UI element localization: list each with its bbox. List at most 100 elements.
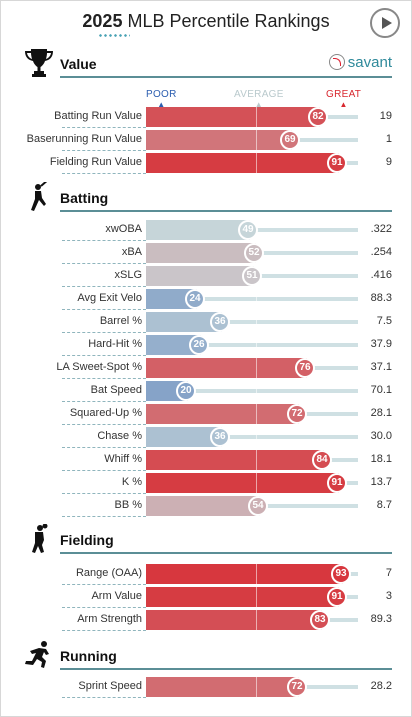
- percentile-badge: 83: [310, 610, 330, 630]
- section-header-running: Running: [22, 640, 392, 670]
- page-title: 2025 MLB Percentile Rankings: [0, 11, 412, 32]
- row-divider: [62, 240, 146, 241]
- metric-row[interactable]: Bat Speed 20 70.1: [0, 380, 412, 402]
- metric-label: Range (OAA): [75, 567, 142, 579]
- average-line: [256, 610, 257, 630]
- metric-value: .322: [370, 223, 392, 235]
- metric-value: 70.1: [370, 384, 392, 396]
- row-divider: [62, 355, 146, 356]
- scale-great-label: GREAT ▲: [326, 89, 361, 109]
- average-line: [256, 289, 257, 309]
- section-label-fielding: Fielding: [60, 532, 114, 548]
- percentile-track: [146, 435, 358, 439]
- play-icon[interactable]: [370, 8, 400, 38]
- percentile-bar: [146, 358, 307, 378]
- percentile-badge: 20: [176, 381, 196, 401]
- metric-value: 88.3: [370, 292, 392, 304]
- percentile-badge: 82: [308, 107, 328, 127]
- metric-row[interactable]: Baserunning Run Value 69 1: [0, 129, 412, 151]
- metric-row[interactable]: K % 91 13.7: [0, 472, 412, 494]
- metric-row[interactable]: Squared-Up % 72 28.1: [0, 403, 412, 425]
- average-line: [256, 564, 257, 584]
- metric-value: 28.2: [370, 680, 392, 692]
- metric-value: 8.7: [376, 499, 392, 511]
- scale-poor-label: POOR ▲: [146, 89, 177, 109]
- percentile-bar: [146, 289, 197, 309]
- metric-row[interactable]: Batting Run Value 82 19: [0, 106, 412, 128]
- row-divider: [62, 470, 146, 471]
- metric-row[interactable]: Barrel % 36 7.5: [0, 311, 412, 333]
- metric-row[interactable]: xwOBA 49 .322: [0, 219, 412, 241]
- metric-label: Whiff %: [104, 453, 142, 465]
- percentile-badge: 52: [244, 243, 264, 263]
- metric-row[interactable]: LA Sweet-Spot % 76 37.1: [0, 357, 412, 379]
- metric-label: Avg Exit Velo: [77, 292, 142, 304]
- percentile-bar: [146, 404, 299, 424]
- metric-row[interactable]: xSLG 51 .416: [0, 265, 412, 287]
- percentile-track: [146, 389, 358, 393]
- metric-row[interactable]: Fielding Run Value 91 9: [0, 152, 412, 174]
- percentile-badge: 84: [312, 450, 332, 470]
- row-divider: [62, 127, 146, 128]
- fielder-icon: [32, 524, 48, 553]
- average-line: [256, 677, 257, 697]
- metric-label: Sprint Speed: [78, 680, 142, 692]
- percentile-bar: [146, 130, 292, 150]
- metric-row[interactable]: Range (OAA) 93 7: [0, 563, 412, 585]
- metric-label: Arm Value: [91, 590, 142, 602]
- percentile-track: [146, 343, 358, 347]
- percentile-bar: [146, 427, 222, 447]
- section-label-batting: Batting: [60, 190, 109, 206]
- metric-row[interactable]: Arm Value 91 3: [0, 586, 412, 608]
- section-label-running: Running: [60, 648, 117, 664]
- title-year: 2025: [82, 11, 123, 31]
- percentile-badge: 36: [210, 427, 230, 447]
- metric-label: Hard-Hit %: [88, 338, 142, 350]
- savant-logo-link[interactable]: savant: [328, 54, 392, 71]
- batter-icon: [31, 182, 48, 211]
- row-divider: [62, 516, 146, 517]
- percentile-bar: [146, 496, 260, 516]
- metric-value: .416: [370, 269, 392, 281]
- row-divider: [62, 150, 146, 151]
- average-line: [256, 153, 257, 173]
- metric-label: Batting Run Value: [54, 110, 142, 122]
- percentile-badge: 91: [327, 473, 347, 493]
- metric-value: 9: [385, 156, 392, 168]
- section-header-batting: Batting: [22, 182, 392, 212]
- metric-label: Bat Speed: [90, 384, 142, 396]
- percentile-bar: [146, 220, 250, 240]
- average-line: [256, 358, 257, 378]
- metric-value: .254: [370, 246, 392, 258]
- percentile-badge: 72: [287, 677, 307, 697]
- metric-label: Fielding Run Value: [49, 156, 142, 168]
- percentile-badge: 76: [295, 358, 315, 378]
- metric-label: xwOBA: [105, 223, 142, 235]
- percentile-bar: [146, 610, 322, 630]
- metric-row[interactable]: Sprint Speed 72 28.2: [0, 676, 412, 698]
- scale-great-text: GREAT: [326, 89, 362, 100]
- percentile-badge: 91: [327, 153, 347, 173]
- metric-label: BB %: [114, 499, 142, 511]
- percentile-badge: 91: [327, 587, 347, 607]
- row-divider: [62, 173, 146, 174]
- row-divider: [62, 607, 146, 608]
- metric-row[interactable]: Chase % 36 30.0: [0, 426, 412, 448]
- baseball-icon: [328, 54, 345, 70]
- metric-label: Barrel %: [99, 315, 142, 327]
- average-line: [256, 587, 257, 607]
- metric-value: 13.7: [370, 476, 392, 488]
- metric-row[interactable]: Hard-Hit % 26 37.9: [0, 334, 412, 356]
- section-label-value: Value: [60, 56, 97, 72]
- metric-value: 3: [385, 590, 392, 602]
- percentile-bar: [146, 473, 339, 493]
- trophy-icon: [25, 49, 53, 77]
- metric-row[interactable]: xBA 52 .254: [0, 242, 412, 264]
- metric-value: 1: [385, 133, 392, 145]
- metric-row[interactable]: BB % 54 8.7: [0, 495, 412, 517]
- metric-row[interactable]: Arm Strength 83 89.3: [0, 609, 412, 631]
- metric-row[interactable]: Avg Exit Velo 24 88.3: [0, 288, 412, 310]
- runner-icon: [25, 641, 49, 668]
- metric-row[interactable]: Whiff % 84 18.1: [0, 449, 412, 471]
- percentile-badge: 26: [189, 335, 209, 355]
